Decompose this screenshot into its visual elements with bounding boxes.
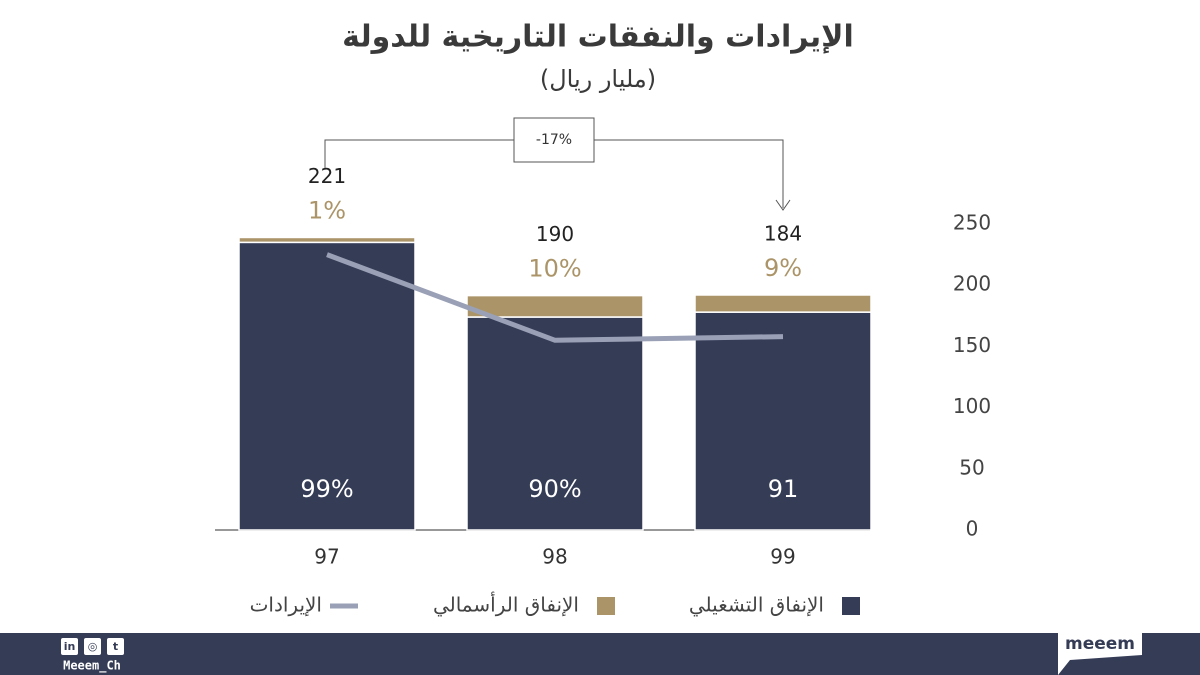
y-tick-label: 250 — [953, 211, 991, 235]
y-tick-label: 0 — [966, 517, 979, 541]
annotation-box — [513, 117, 595, 163]
bar-segment — [238, 236, 416, 244]
logo-shape — [1058, 633, 1142, 675]
y-tick-label: 100 — [953, 394, 991, 418]
bar-segment — [238, 241, 416, 531]
social-icon: ◎ — [88, 640, 98, 653]
share-label: 10% — [528, 255, 581, 283]
chart-subtitle: (مليار ريال) — [540, 65, 656, 93]
x-tick-label: 99 — [770, 545, 795, 569]
social-icon-box — [61, 638, 78, 655]
annotation-label: -17% — [536, 132, 572, 148]
legend-swatch — [597, 597, 615, 615]
revenue-line — [326, 252, 784, 343]
total-label: 190 — [536, 222, 574, 246]
logo: meeem — [1065, 634, 1135, 654]
legend-swatch — [842, 597, 860, 615]
legend-label: الإنفاق الرأسمالي — [433, 592, 579, 618]
social-icon-box — [107, 638, 124, 655]
annotation-arrow — [775, 199, 791, 211]
x-tick-label: 97 — [314, 545, 339, 569]
share-label: 90% — [528, 475, 581, 503]
footer-band — [0, 633, 1200, 675]
social-icon: in — [64, 640, 76, 653]
x-tick-label: 98 — [542, 545, 567, 569]
y-tick-label: 150 — [953, 333, 991, 357]
social-icon-box — [84, 638, 101, 655]
total-label: 184 — [764, 221, 802, 245]
legend-label: الإنفاق التشغيلي — [689, 593, 824, 618]
bar-segment — [694, 311, 872, 531]
footer-handle: Meeem_Ch — [63, 659, 121, 674]
bar-segment — [694, 294, 872, 313]
share-label: 9% — [764, 254, 802, 282]
y-tick-label: 200 — [953, 272, 991, 296]
social-icon: t — [113, 640, 118, 653]
bar-segment — [466, 294, 644, 318]
legend-label: الإيرادات — [250, 593, 322, 617]
bar-segment — [466, 316, 644, 531]
total-label: 221 — [308, 164, 346, 188]
y-tick-label: 50 — [959, 455, 984, 479]
share-label: 99% — [300, 475, 353, 503]
share-label: 91 — [768, 475, 799, 503]
share-label: 1% — [308, 196, 346, 224]
chart-title: الإيرادات والنفقات التاريخية للدولة — [342, 20, 854, 55]
